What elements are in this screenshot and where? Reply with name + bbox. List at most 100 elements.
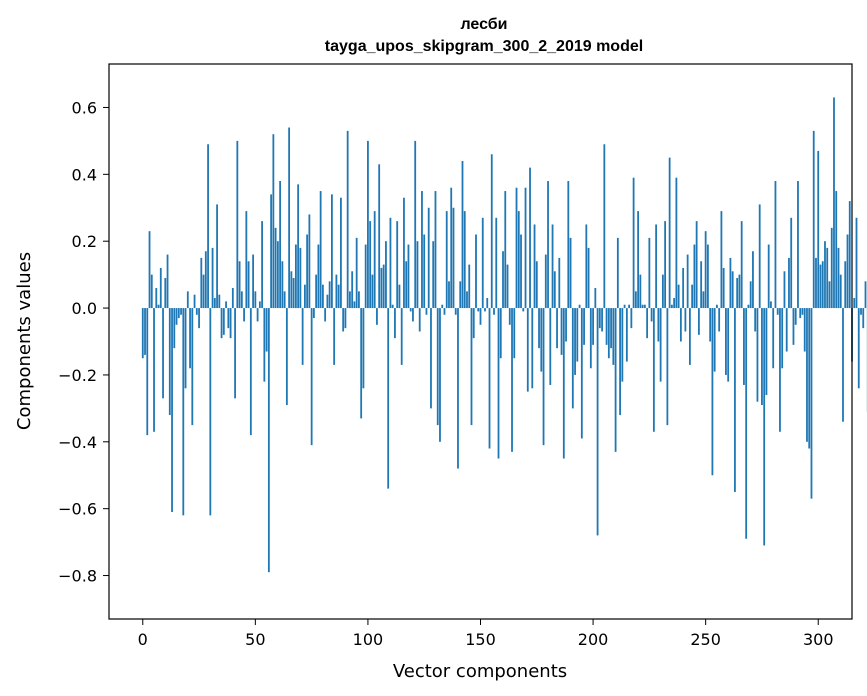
bar	[294, 244, 297, 309]
bar	[837, 247, 840, 309]
bar	[245, 211, 248, 309]
bar	[394, 308, 396, 339]
bar	[817, 150, 820, 309]
x-tick-label: 250	[690, 630, 721, 649]
bar	[598, 308, 601, 329]
bar	[457, 308, 459, 469]
bar	[551, 224, 554, 309]
bar	[792, 308, 795, 345]
bar	[794, 308, 797, 325]
bar	[281, 261, 284, 309]
bar	[220, 308, 223, 339]
bar	[670, 304, 673, 309]
bar	[353, 301, 356, 309]
bar	[396, 221, 399, 309]
bar	[448, 281, 450, 309]
bar	[607, 308, 610, 359]
bar	[274, 227, 277, 309]
bar	[634, 291, 637, 309]
bar	[673, 298, 676, 309]
bar	[490, 154, 493, 309]
bar	[666, 308, 669, 426]
bar	[731, 271, 734, 309]
bar	[382, 264, 385, 309]
bar	[461, 160, 464, 309]
bar	[344, 308, 347, 329]
bar	[704, 231, 707, 309]
bar	[824, 241, 826, 309]
x-axis-ticks: 0 50 100 150 200 250 300	[138, 619, 834, 649]
bar	[826, 247, 829, 309]
bar	[184, 308, 187, 389]
bar	[488, 308, 491, 449]
bar	[319, 191, 322, 309]
bar	[463, 211, 466, 309]
bar	[785, 308, 788, 352]
bar	[652, 308, 655, 432]
bar	[371, 274, 374, 309]
bar	[191, 308, 194, 426]
bar	[495, 217, 498, 309]
bar	[720, 211, 723, 309]
bar	[592, 308, 594, 345]
bar	[416, 241, 419, 309]
bar	[855, 217, 858, 309]
bar	[679, 308, 682, 342]
bar	[321, 284, 324, 309]
bar	[400, 308, 403, 365]
bar	[612, 308, 615, 365]
bar	[808, 308, 811, 449]
bar	[243, 308, 245, 322]
bar	[702, 291, 705, 309]
bar	[333, 308, 336, 365]
bar	[283, 291, 286, 309]
bar	[177, 308, 180, 319]
bar	[803, 308, 806, 352]
bar	[238, 261, 241, 309]
bar	[247, 261, 250, 309]
bar	[265, 308, 268, 352]
bar	[835, 191, 838, 309]
x-axis-label: Vector components	[393, 661, 567, 682]
bar	[263, 308, 266, 382]
bar	[574, 308, 576, 375]
bar	[515, 187, 518, 309]
y-tick-label: 0.0	[72, 299, 97, 318]
bar	[369, 221, 372, 309]
bar	[556, 308, 558, 349]
bar	[270, 194, 273, 309]
bar	[576, 308, 579, 362]
bar	[331, 194, 333, 309]
bar	[254, 291, 257, 309]
bar	[860, 308, 862, 315]
bar	[256, 308, 259, 322]
bar	[749, 281, 752, 309]
bar	[335, 274, 338, 309]
x-tick-label: 100	[353, 630, 384, 649]
bar	[788, 257, 790, 309]
bar	[695, 221, 698, 309]
bar	[153, 308, 155, 432]
bar	[806, 308, 808, 442]
bar	[222, 308, 225, 335]
bar	[765, 308, 768, 395]
bar	[761, 308, 763, 406]
bar	[351, 271, 354, 309]
bar	[596, 308, 599, 536]
bar	[427, 207, 430, 309]
bar	[342, 308, 345, 332]
bar	[234, 308, 236, 399]
bar	[310, 308, 313, 446]
bar	[740, 221, 743, 309]
bar	[173, 308, 176, 349]
bar	[414, 140, 417, 309]
bar	[484, 308, 486, 312]
bar	[258, 301, 261, 309]
bar	[567, 181, 570, 309]
bar	[157, 304, 160, 309]
bar	[628, 304, 630, 309]
bar	[535, 261, 538, 309]
chart-subtitle: tayga_upos_skipgram_300_2_2019 model	[325, 38, 643, 55]
bar	[736, 277, 739, 309]
